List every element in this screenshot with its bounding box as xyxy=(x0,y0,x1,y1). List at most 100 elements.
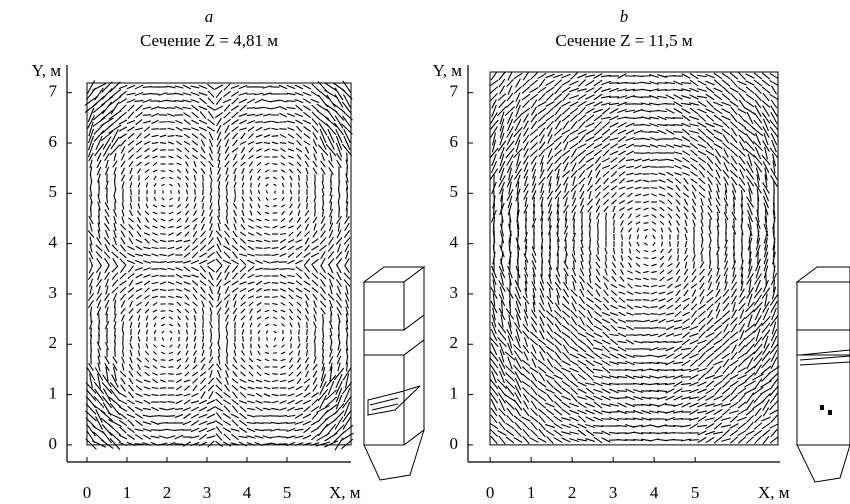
flow-arrow xyxy=(619,206,625,212)
flow-arrow xyxy=(233,216,237,224)
flow-arrow xyxy=(280,225,286,229)
flow-arrow xyxy=(151,261,159,263)
flow-arrow xyxy=(514,377,522,391)
flow-arrow xyxy=(159,281,167,285)
flow-arrow xyxy=(176,204,182,208)
flow-arrow xyxy=(167,240,175,242)
flow-arrow xyxy=(105,366,109,382)
flow-arrow xyxy=(143,386,151,390)
flow-arrow xyxy=(223,245,231,251)
flow-arrow xyxy=(126,441,136,447)
flow-arrow xyxy=(143,246,151,250)
flow-arrow xyxy=(532,176,536,186)
flow-arrow xyxy=(689,402,699,408)
flow-arrow xyxy=(113,299,117,309)
flow-arrow xyxy=(524,274,528,284)
flow-arrow xyxy=(547,148,553,158)
flow-arrow xyxy=(580,246,584,256)
flow-arrow xyxy=(183,393,191,397)
flow-arrow xyxy=(713,129,723,135)
flow-arrow xyxy=(744,351,756,361)
flow-arrow xyxy=(564,253,568,263)
flow-arrow xyxy=(319,374,327,388)
flow-arrow xyxy=(296,308,302,314)
flow-arrow xyxy=(594,282,602,290)
flow-arrow xyxy=(706,317,714,325)
flow-arrow xyxy=(643,277,649,281)
flow-arrow xyxy=(295,287,303,293)
flow-arrow xyxy=(295,295,303,299)
flow-arrow xyxy=(683,184,689,192)
flow-arrow xyxy=(769,392,779,404)
flow-arrow xyxy=(609,143,619,149)
flow-arrow xyxy=(532,267,536,277)
flow-arrow xyxy=(247,253,255,257)
flow-arrow xyxy=(199,111,207,119)
flow-arrow xyxy=(135,140,143,146)
flow-arrow xyxy=(522,99,530,109)
flow-arrow xyxy=(612,212,616,220)
flow-arrow xyxy=(490,126,498,138)
flow-arrow xyxy=(111,244,119,252)
flow-arrow xyxy=(642,193,650,197)
flow-arrow xyxy=(255,280,263,286)
flow-arrow xyxy=(570,169,578,179)
flow-arrow xyxy=(142,407,152,411)
flow-arrow xyxy=(175,267,183,271)
flow-arrow xyxy=(755,216,761,230)
flow-arrow xyxy=(745,392,755,404)
flow-arrow xyxy=(288,287,294,293)
flow-arrow xyxy=(628,234,632,240)
flow-arrow xyxy=(530,407,538,417)
flow-arrow xyxy=(192,364,198,370)
flow-arrow xyxy=(504,106,516,116)
flow-arrow xyxy=(325,122,337,136)
flow-arrow xyxy=(635,256,641,260)
flow-arrow xyxy=(325,389,337,401)
flow-arrow xyxy=(491,104,497,118)
flow-arrow xyxy=(563,260,569,270)
flow-arrow xyxy=(769,409,779,415)
flow-arrow xyxy=(97,222,101,232)
flow-arrow xyxy=(150,106,160,110)
flow-arrow xyxy=(119,392,127,398)
flow-arrow xyxy=(121,209,125,217)
flow-arrow xyxy=(192,154,198,160)
flow-arrow xyxy=(492,279,496,293)
flow-arrow xyxy=(185,168,189,174)
flow-arrow xyxy=(264,352,270,354)
flow-arrow xyxy=(530,421,538,431)
flow-arrow xyxy=(247,400,255,404)
flow-arrow xyxy=(185,161,189,167)
flow-arrow xyxy=(706,358,714,368)
flow-arrow xyxy=(545,73,555,79)
flow-arrow xyxy=(225,202,229,210)
flow-arrow xyxy=(329,334,333,344)
flow-arrow xyxy=(505,100,515,108)
x-tick-label: 1 xyxy=(527,483,536,502)
flow-arrow xyxy=(323,440,339,448)
flow-arrow xyxy=(168,232,174,236)
flow-arrow xyxy=(761,357,771,369)
flow-arrow xyxy=(121,363,125,371)
flow-arrow xyxy=(161,330,165,334)
flow-arrow xyxy=(656,89,668,91)
flow-arrow xyxy=(119,111,127,119)
flow-arrow xyxy=(136,210,142,216)
flow-arrow xyxy=(708,197,712,207)
flow-arrow xyxy=(664,116,676,120)
flow-arrow xyxy=(633,138,643,140)
flow-arrow xyxy=(184,147,190,153)
flow-arrow xyxy=(721,72,731,80)
flow-arrow xyxy=(342,94,352,108)
flow-arrow xyxy=(280,351,286,355)
flow-arrow xyxy=(184,294,190,300)
flow-arrow xyxy=(256,302,262,306)
flow-arrow xyxy=(128,363,134,371)
flow-arrow xyxy=(191,266,199,272)
flow-arrow xyxy=(304,356,310,364)
flow-arrow xyxy=(152,309,158,313)
flow-arrow xyxy=(294,435,304,439)
flow-arrow xyxy=(160,310,166,312)
flow-arrow xyxy=(569,346,579,352)
